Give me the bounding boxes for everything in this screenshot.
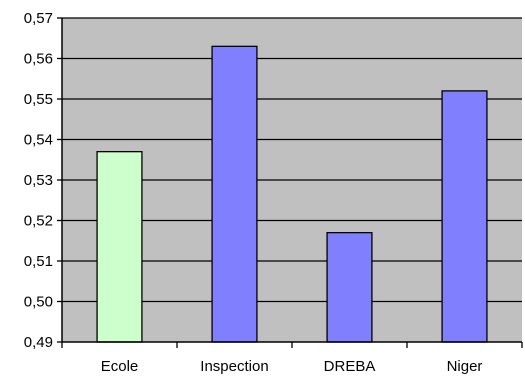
x-tick-labels: Ecole Inspection DREBA Niger (101, 358, 483, 375)
bar-dreba (326, 231, 373, 343)
y-tick-label: 0,57 (24, 10, 53, 27)
bar-inspection (211, 45, 258, 343)
y-tick-label: 0,52 (24, 213, 53, 230)
x-tick-label: Niger (447, 358, 483, 375)
bar-niger (441, 90, 488, 343)
x-tick-label: Inspection (200, 358, 268, 375)
bars (96, 45, 488, 343)
bar-ecole (96, 150, 143, 343)
y-tick-label: 0,55 (24, 91, 53, 108)
y-tick-label: 0,56 (24, 51, 53, 68)
y-tick-label: 0,54 (24, 132, 53, 149)
x-tick-label: Ecole (101, 358, 139, 375)
y-tick-labels: 0,49 0,50 0,51 0,52 0,53 0,54 0,55 0,56 0,57 (24, 10, 53, 351)
axes (57, 17, 523, 348)
y-tick-label: 0,50 (24, 294, 53, 311)
y-tick-label: 0,51 (24, 253, 53, 270)
y-tick-label: 0,49 (24, 334, 53, 351)
y-tick-label: 0,53 (24, 172, 53, 189)
x-tick-label: DREBA (324, 358, 376, 375)
